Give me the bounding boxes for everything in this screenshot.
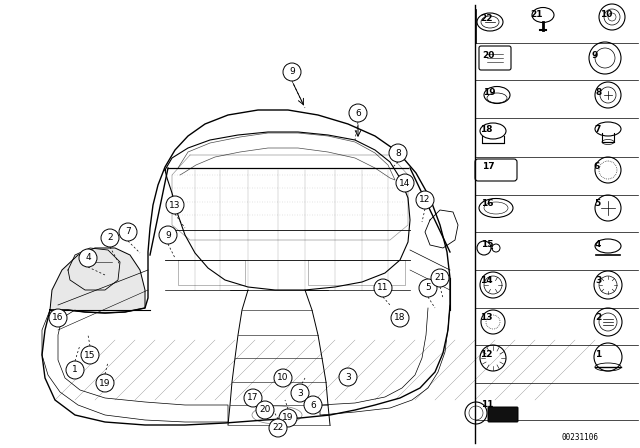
Circle shape [291, 384, 309, 402]
Circle shape [256, 401, 274, 419]
Text: 8: 8 [395, 148, 401, 158]
Text: 15: 15 [481, 240, 493, 249]
Text: 6: 6 [310, 401, 316, 409]
Text: 4: 4 [85, 254, 91, 263]
FancyBboxPatch shape [488, 407, 518, 422]
Circle shape [304, 396, 322, 414]
Text: 9: 9 [165, 231, 171, 240]
Text: 7: 7 [125, 228, 131, 237]
Text: 7: 7 [594, 125, 600, 134]
Text: 3: 3 [297, 388, 303, 397]
Text: 6: 6 [355, 108, 361, 117]
Text: 16: 16 [52, 314, 64, 323]
Text: 11: 11 [377, 284, 388, 293]
Text: 12: 12 [480, 350, 493, 359]
Text: 14: 14 [399, 178, 411, 188]
Circle shape [49, 309, 67, 327]
Circle shape [244, 389, 262, 407]
Text: 10: 10 [277, 374, 289, 383]
Circle shape [396, 174, 414, 192]
Text: 21: 21 [530, 10, 543, 19]
Text: 15: 15 [84, 350, 96, 359]
Circle shape [391, 309, 409, 327]
Text: 13: 13 [169, 201, 180, 210]
Circle shape [96, 374, 114, 392]
Circle shape [101, 229, 119, 247]
Text: 2: 2 [595, 313, 601, 322]
Text: 14: 14 [480, 276, 493, 285]
Text: 20: 20 [482, 51, 494, 60]
Circle shape [374, 279, 392, 297]
Text: 1: 1 [72, 366, 78, 375]
Circle shape [159, 226, 177, 244]
Circle shape [431, 269, 449, 287]
Text: 11: 11 [481, 400, 493, 409]
Circle shape [419, 279, 437, 297]
Text: 19: 19 [99, 379, 111, 388]
Text: 1: 1 [595, 350, 601, 359]
Text: 19: 19 [483, 88, 495, 97]
Text: 9: 9 [591, 51, 597, 60]
Text: 22: 22 [480, 14, 493, 23]
Text: 20: 20 [259, 405, 271, 414]
Circle shape [119, 223, 137, 241]
Text: 3: 3 [345, 372, 351, 382]
Text: 18: 18 [394, 314, 406, 323]
Text: 6: 6 [594, 162, 600, 171]
Circle shape [349, 104, 367, 122]
Text: 19: 19 [282, 414, 294, 422]
Text: 17: 17 [247, 393, 259, 402]
Circle shape [274, 369, 292, 387]
Circle shape [283, 63, 301, 81]
Circle shape [339, 368, 357, 386]
Circle shape [66, 361, 84, 379]
Text: 16: 16 [481, 199, 493, 208]
Text: 5: 5 [425, 284, 431, 293]
Text: 4: 4 [595, 240, 602, 249]
Polygon shape [50, 248, 145, 313]
Text: 3: 3 [595, 276, 601, 285]
Text: 9: 9 [289, 68, 295, 77]
Circle shape [81, 346, 99, 364]
Circle shape [416, 191, 434, 209]
Circle shape [279, 409, 297, 427]
Circle shape [269, 419, 287, 437]
Circle shape [389, 144, 407, 162]
Text: 5: 5 [594, 199, 600, 208]
Text: 12: 12 [419, 195, 431, 204]
Text: 18: 18 [480, 125, 493, 134]
Circle shape [166, 196, 184, 214]
Text: 22: 22 [273, 423, 284, 432]
Text: 2: 2 [107, 233, 113, 242]
Text: 10: 10 [600, 10, 612, 19]
Text: 8: 8 [596, 88, 602, 97]
Text: 13: 13 [480, 313, 493, 322]
Text: 21: 21 [435, 273, 445, 283]
Circle shape [79, 249, 97, 267]
Text: 00231106: 00231106 [561, 434, 598, 443]
Text: 17: 17 [482, 162, 495, 171]
